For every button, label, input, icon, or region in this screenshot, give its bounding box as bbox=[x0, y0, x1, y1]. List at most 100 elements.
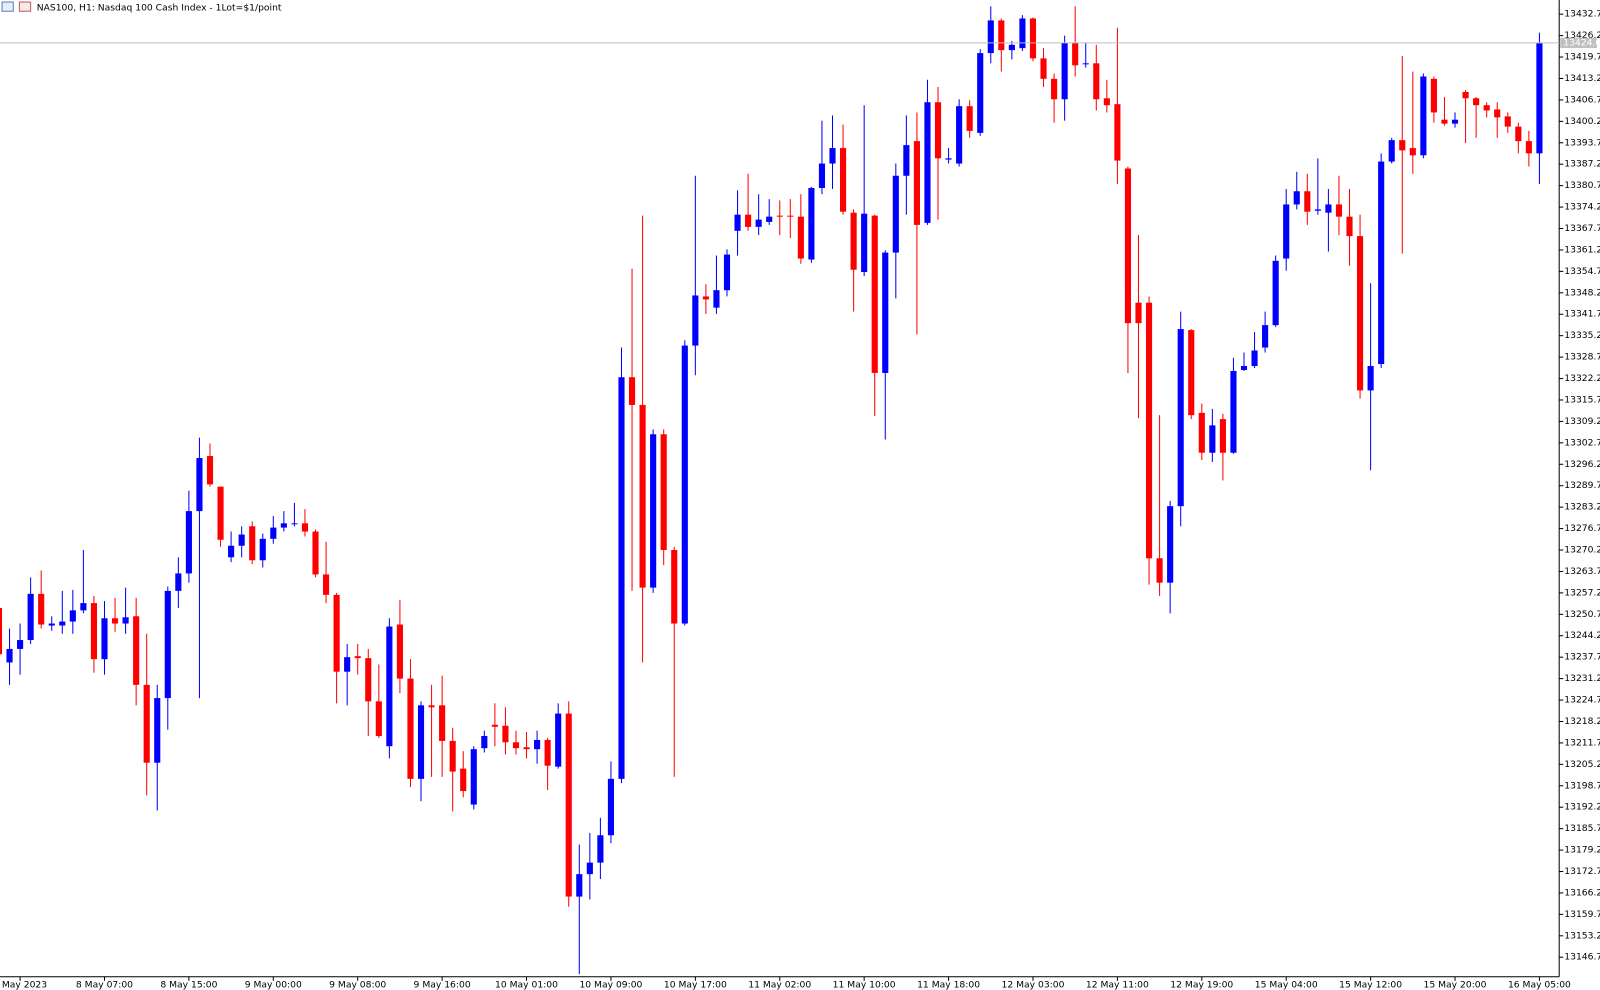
candle-body bbox=[175, 573, 182, 591]
candle-body bbox=[702, 296, 709, 300]
candle-body bbox=[1420, 76, 1427, 156]
candle-body bbox=[48, 623, 55, 626]
candle-body bbox=[344, 657, 351, 672]
candle-body bbox=[1177, 329, 1184, 507]
y-tick-label: 13237.7 bbox=[1564, 652, 1600, 663]
candle-body bbox=[238, 534, 245, 546]
candle-body bbox=[164, 590, 171, 699]
candle-body bbox=[1335, 204, 1343, 217]
candle-body bbox=[1462, 91, 1469, 99]
x-tick-label: 9 May 08:00 bbox=[329, 979, 386, 990]
x-tick-label: 10 May 01:00 bbox=[495, 979, 558, 990]
candle-body bbox=[38, 593, 45, 625]
candle-body bbox=[861, 213, 868, 273]
x-tick-label: 12 May 11:00 bbox=[1086, 979, 1149, 990]
candle-body bbox=[576, 874, 583, 897]
candle-body bbox=[734, 214, 741, 231]
y-tick-label: 13387.2 bbox=[1564, 159, 1600, 170]
candle-body bbox=[945, 158, 952, 160]
candle-body bbox=[1093, 63, 1100, 100]
x-tick-label: 9 May 00:00 bbox=[245, 979, 302, 990]
candle-body bbox=[1156, 558, 1163, 583]
y-tick-label: 13426.2 bbox=[1564, 30, 1600, 41]
x-tick-label: 11 May 02:00 bbox=[748, 979, 811, 990]
candle-body bbox=[829, 148, 836, 164]
candle-body bbox=[534, 739, 541, 750]
candle-body bbox=[977, 53, 984, 133]
candle-body bbox=[892, 175, 899, 253]
candle-body bbox=[818, 163, 826, 188]
y-tick-label: 13374.2 bbox=[1564, 202, 1600, 213]
candle-body bbox=[745, 214, 752, 227]
candle-body bbox=[1029, 18, 1037, 59]
candle-body bbox=[428, 705, 435, 708]
candle-body bbox=[80, 603, 87, 611]
y-tick-label: 13159.7 bbox=[1564, 909, 1600, 920]
candle-body bbox=[1409, 148, 1416, 156]
candle-body bbox=[755, 219, 762, 227]
candle-body bbox=[259, 538, 266, 561]
candle-body bbox=[270, 527, 277, 539]
candle-body bbox=[386, 626, 393, 747]
candle-body bbox=[1251, 350, 1258, 367]
y-tick-label: 13393.7 bbox=[1564, 137, 1600, 148]
candle-body bbox=[1504, 116, 1511, 127]
y-tick-label: 13153.2 bbox=[1564, 930, 1600, 941]
current-price-label: 13424.0 bbox=[1563, 37, 1600, 48]
candle-body bbox=[90, 603, 97, 660]
y-tick-label: 13406.7 bbox=[1564, 94, 1600, 105]
y-tick-label: 13419.7 bbox=[1564, 52, 1600, 63]
candle-body bbox=[713, 290, 720, 308]
candle-body bbox=[924, 102, 931, 223]
chart-title: NAS100, H1: Nasdaq 100 Cash Index - 1Lot… bbox=[37, 3, 282, 14]
candle-body bbox=[312, 531, 319, 575]
candle-body bbox=[1441, 119, 1448, 124]
candle-body bbox=[206, 456, 214, 485]
candle-body bbox=[1293, 191, 1300, 205]
x-tick-label: 15 May 04:00 bbox=[1255, 979, 1318, 990]
candle-body bbox=[565, 713, 572, 897]
candle-body bbox=[1304, 191, 1311, 212]
candle-body bbox=[776, 215, 783, 217]
y-tick-label: 13211.7 bbox=[1564, 737, 1600, 748]
y-tick-label: 13270.2 bbox=[1564, 545, 1600, 556]
y-tick-label: 13361.2 bbox=[1564, 244, 1600, 255]
candle-body bbox=[628, 377, 636, 405]
candle-body bbox=[1135, 302, 1142, 324]
candle-body bbox=[987, 20, 994, 54]
icon bbox=[18, 1, 32, 12]
candle-body bbox=[1325, 204, 1332, 213]
candle-body bbox=[1525, 141, 1532, 154]
candle-body bbox=[1145, 302, 1153, 559]
candle-body bbox=[1198, 412, 1205, 453]
x-tick-label: 10 May 09:00 bbox=[579, 979, 642, 990]
candle-body bbox=[1367, 366, 1374, 391]
icon bbox=[1, 1, 14, 12]
candle-body bbox=[1124, 168, 1131, 324]
candle-body bbox=[1451, 119, 1459, 124]
y-tick-label: 13432.7 bbox=[1564, 9, 1600, 20]
candle-body bbox=[185, 511, 192, 574]
x-tick-label: 15 May 12:00 bbox=[1339, 979, 1402, 990]
candle-body bbox=[607, 778, 614, 836]
candle-body bbox=[481, 735, 488, 749]
candle-body bbox=[671, 550, 678, 624]
candle-body bbox=[1494, 109, 1501, 118]
candle-body bbox=[512, 742, 520, 749]
candle-body bbox=[323, 574, 330, 595]
y-tick-label: 13367.7 bbox=[1564, 223, 1600, 234]
candle-body bbox=[1388, 140, 1395, 162]
x-tick-label: 12 May 19:00 bbox=[1170, 979, 1233, 990]
y-tick-label: 13309.2 bbox=[1564, 416, 1600, 427]
candle-body bbox=[692, 295, 699, 346]
candle-body bbox=[17, 640, 24, 649]
candle-body bbox=[586, 862, 593, 875]
candle-body bbox=[1040, 58, 1047, 79]
candle-body bbox=[1082, 63, 1089, 65]
y-tick-label: 13218.2 bbox=[1564, 716, 1600, 727]
x-tick-label: 8 May 07:00 bbox=[76, 979, 133, 990]
candle-body bbox=[122, 617, 129, 624]
candle-body bbox=[850, 212, 857, 270]
